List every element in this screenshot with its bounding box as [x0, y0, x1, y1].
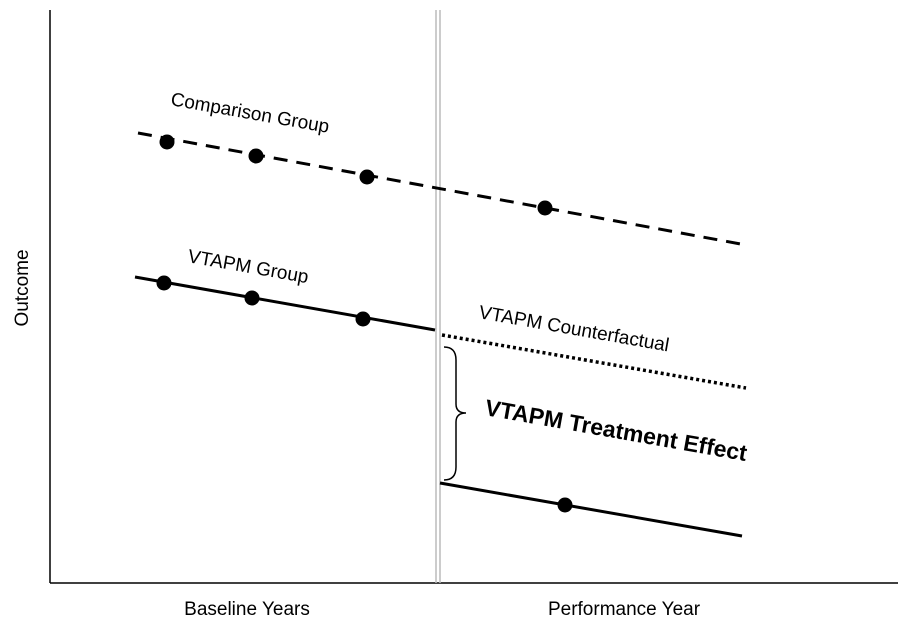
axis-label: Outcome [12, 249, 33, 326]
point [359, 169, 375, 185]
label: VTAPM Group [186, 246, 310, 288]
vtapm-line [134, 275, 436, 332]
point [244, 290, 260, 306]
comparison-points [159, 134, 553, 216]
point [557, 497, 573, 513]
point [159, 134, 175, 150]
axis-label: Baseline Years [184, 599, 310, 619]
post-line [439, 481, 743, 538]
axis-label: Performance Year [548, 599, 701, 619]
point [537, 200, 553, 216]
comparison-line [137, 131, 747, 247]
vtapm-points [156, 275, 573, 513]
point [355, 311, 371, 327]
brace [443, 346, 467, 481]
label: Comparison Group [169, 89, 331, 138]
point [156, 275, 172, 291]
label: VTAPM Counterfactual [477, 302, 671, 356]
label: VTAPM Treatment Effect [483, 394, 749, 466]
point [248, 148, 264, 164]
